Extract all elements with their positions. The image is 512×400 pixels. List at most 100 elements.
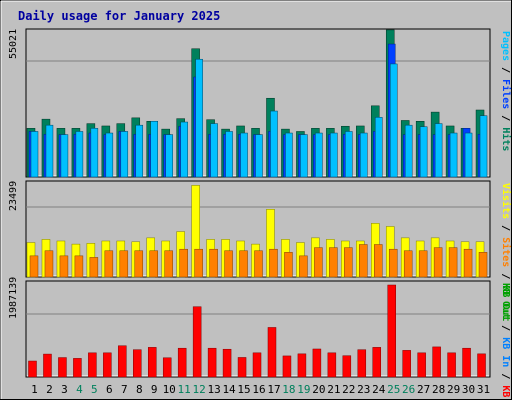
legend-part: / <box>500 267 511 285</box>
legend-part: Hits <box>500 127 512 151</box>
panel-3-legend: KB Out / KB In / KB F <box>500 283 511 400</box>
x-tick-label: 5 <box>91 383 98 396</box>
sites-bar <box>478 252 488 278</box>
legend-part: / <box>500 319 511 337</box>
kbf-bar <box>28 360 37 378</box>
pages-bar <box>389 63 398 178</box>
pages-bar <box>195 58 203 178</box>
x-tick-label: 26 <box>402 383 415 396</box>
pages-bar <box>360 132 368 178</box>
sites-bar <box>403 250 413 278</box>
sites-bar <box>269 248 278 278</box>
kbf-bar <box>58 357 67 378</box>
x-tick-label: 23 <box>357 383 370 396</box>
x-tick-label: 20 <box>312 383 325 396</box>
pages-bar <box>90 128 99 178</box>
x-tick-label: 6 <box>106 383 113 396</box>
x-tick-label: 22 <box>342 383 355 396</box>
pages-bar <box>150 121 158 178</box>
kbf-bar <box>297 353 307 378</box>
pages-bar <box>120 131 129 178</box>
kbf-bar <box>387 284 396 378</box>
pages-bar <box>449 132 458 178</box>
chart-title: Daily usage for January 2025 <box>18 9 220 23</box>
pages-bar <box>285 132 293 178</box>
pages-bar <box>255 134 263 178</box>
kbf-bar <box>282 355 292 378</box>
sites-bar <box>344 247 353 278</box>
x-tick-label: 28 <box>432 383 445 396</box>
sites-bar <box>224 250 233 278</box>
pages-bar <box>165 134 173 178</box>
x-tick-label: 31 <box>477 383 490 396</box>
sites-bar <box>149 250 158 278</box>
sites-bar <box>74 255 84 278</box>
x-tick-label: 24 <box>372 383 386 396</box>
x-tick-label: 21 <box>327 383 340 396</box>
legend-part: / <box>500 109 511 127</box>
kbf-bar <box>43 353 52 378</box>
x-tick-label: 14 <box>222 383 236 396</box>
x-tick-label: 2 <box>46 383 53 396</box>
kbf-bar <box>267 327 277 378</box>
kbf-bar <box>447 352 456 378</box>
pages-bar <box>419 126 428 178</box>
pages-bar <box>45 124 54 178</box>
sites-bar <box>299 255 308 278</box>
legend-part: Visits <box>500 183 512 219</box>
legend-part: Files <box>500 79 512 109</box>
sites-bar <box>284 252 293 278</box>
kbf-bar <box>73 358 82 378</box>
pages-bar <box>315 132 323 178</box>
kbf-bar <box>462 347 471 378</box>
x-tick-label: 9 <box>151 383 158 396</box>
sites-bar <box>134 250 144 278</box>
sites-bar <box>44 250 54 278</box>
kbf-bar <box>342 355 352 378</box>
x-tick-label: 10 <box>163 383 176 396</box>
pages-bar <box>105 132 114 178</box>
kbf-bar <box>417 352 426 378</box>
pages-bar <box>479 115 488 178</box>
panel-2-legend: Visits / Sites / KB Out <box>500 183 512 321</box>
kbf-bar <box>327 352 337 378</box>
x-tick-label: 29 <box>447 383 460 396</box>
kbf-bar <box>372 347 382 378</box>
legend-part: Pages <box>500 31 511 61</box>
kbf-bar <box>192 306 202 378</box>
kbf-bar <box>402 350 411 378</box>
pages-bar <box>60 134 69 178</box>
x-tick-label: 1 <box>31 383 38 396</box>
pages-bar <box>240 132 248 178</box>
kbf-bar <box>88 352 97 378</box>
x-tick-label: 7 <box>121 383 128 396</box>
legend-part: KB In <box>500 337 511 367</box>
pages-bar <box>75 131 84 178</box>
sites-bar <box>448 247 458 278</box>
kbf-bar <box>207 347 217 378</box>
panel-3-ymax-label: 1987139 <box>8 277 19 319</box>
x-tick-label: 18 <box>282 383 295 396</box>
sites-bar <box>254 250 263 278</box>
x-tick-label: 13 <box>207 383 220 396</box>
x-tick-label: 17 <box>267 383 280 396</box>
sites-bar <box>374 244 383 278</box>
sites-bar <box>59 255 69 278</box>
legend-part: / <box>500 219 511 237</box>
pages-bar <box>300 134 308 178</box>
sites-bar <box>104 250 114 278</box>
legend-part: KB Out <box>500 283 511 319</box>
sites-bar <box>209 248 218 278</box>
kbf-bar <box>118 345 127 378</box>
sites-bar <box>314 247 323 278</box>
panel-2-ymax-label: 23499 <box>8 181 19 211</box>
legend-part: KB F <box>500 385 511 400</box>
pages-bar <box>210 123 218 178</box>
kbf-bar <box>222 348 232 378</box>
legend-part: KB Out <box>500 285 511 321</box>
kbf-bar <box>237 357 247 378</box>
kbf-bar <box>312 348 322 378</box>
pages-bar <box>404 124 413 178</box>
pages-bar <box>180 121 188 178</box>
